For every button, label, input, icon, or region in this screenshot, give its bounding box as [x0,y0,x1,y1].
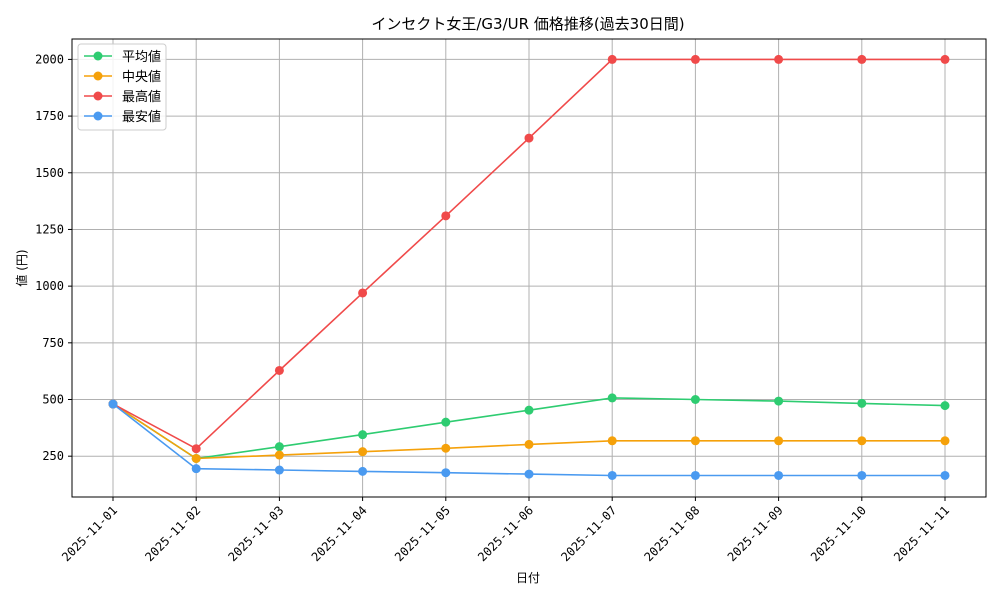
data-point [441,443,451,453]
data-point [857,470,867,480]
grid [72,39,986,497]
data-point [358,466,368,476]
data-point [940,401,950,411]
data-point [690,470,700,480]
data-point [274,450,284,460]
y-tick-label: 250 [42,449,64,463]
series-layer [108,54,950,480]
data-point [774,396,784,406]
data-point [441,468,451,478]
y-tick-label: 1250 [35,222,64,236]
data-point [441,417,451,427]
legend-swatch-marker [93,111,103,121]
axis-ticks: 2025-11-01 2025-11-02 2025-11-03 2025-11-04… [35,52,952,564]
y-axis-label: 値 (円) [14,249,29,286]
legend-label: 最高値 [122,89,161,105]
data-point [774,470,784,480]
data-point [690,395,700,405]
x-tick-label: 2025-11-11 [891,503,952,564]
legend-swatch-marker [93,71,103,81]
data-point [774,436,784,446]
data-point [857,398,867,408]
data-point [191,453,201,463]
legend-box [77,43,167,131]
data-point [274,442,284,452]
y-tick-label: 1000 [35,279,64,293]
y-tick-label: 1500 [35,166,64,180]
x-tick-label: 2025-11-04 [309,503,370,564]
y-tick-label: 500 [42,393,64,407]
data-point [358,430,368,440]
x-tick-label: 2025-11-06 [475,503,536,564]
data-point [690,54,700,64]
y-tick-label: 2000 [35,52,64,66]
data-point [191,464,201,474]
y-tick-label: 1750 [35,109,64,123]
legend-label: 最安値 [122,109,161,125]
x-tick-label: 2025-11-03 [226,503,287,564]
chart-title: インセクト女王/G3/UR 価格推移(過去30日間) [371,15,684,33]
data-point [524,133,534,143]
data-point [607,470,617,480]
data-point [191,444,201,454]
x-tick-label: 2025-11-05 [392,503,453,564]
x-tick-label: 2025-11-02 [142,503,203,564]
data-point [774,54,784,64]
legend-label: 平均値 [122,49,161,65]
data-point [524,469,534,479]
data-point [857,436,867,446]
data-point [690,436,700,446]
y-tick-label: 750 [42,336,64,350]
data-point [607,436,617,446]
data-point [274,365,284,375]
x-tick-label: 2025-11-07 [558,503,619,564]
data-point [857,54,867,64]
legend-label: 中央値 [122,69,161,85]
data-point [524,439,534,449]
x-tick-label: 2025-11-10 [808,503,869,564]
data-point [607,393,617,403]
x-axis-label: 日付 [516,571,540,585]
x-tick-label: 2025-11-01 [59,503,120,564]
data-point [274,465,284,475]
x-tick-label: 2025-11-08 [642,503,703,564]
data-point [358,288,368,298]
x-tick-label: 2025-11-09 [725,503,786,564]
data-point [358,447,368,457]
data-point [940,436,950,446]
data-point [441,211,451,221]
data-point [607,54,617,64]
legend-swatch-marker [93,51,103,61]
data-point [940,54,950,64]
data-point [108,399,118,409]
data-point [524,405,534,415]
legend-swatch-marker [93,91,103,101]
data-point [940,470,950,480]
